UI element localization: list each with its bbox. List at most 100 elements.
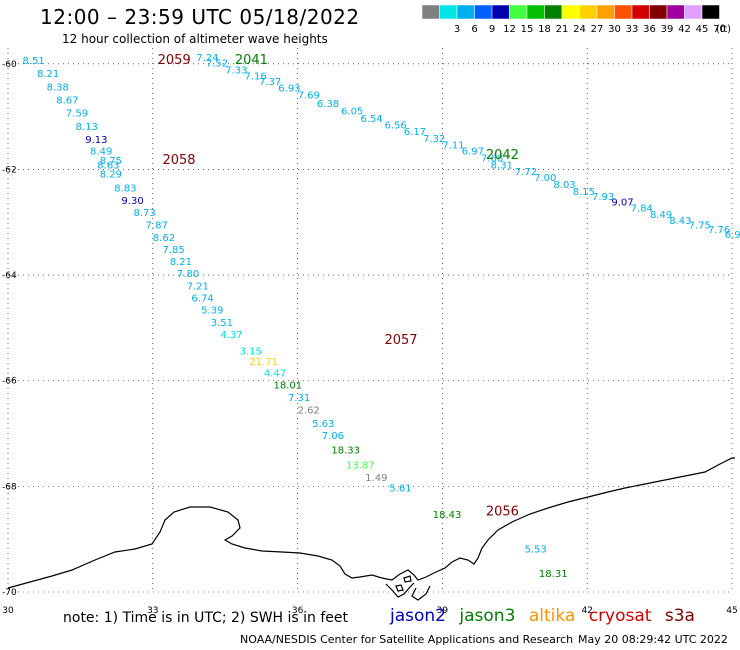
satellite-legend: jason2 jason3 altika cryosat s3a — [390, 606, 703, 626]
wave-height-value: 6.9 — [725, 230, 740, 241]
coastline-inlet — [411, 585, 431, 601]
wave-height-value: 8.29 — [100, 169, 122, 180]
wave-height-value: 7.84 — [631, 204, 653, 215]
wave-height-value: 6.05 — [341, 107, 363, 118]
satellite-pass-labels: 2059 2058 2057 2056 2041 2042 — [158, 53, 519, 520]
coastline-island — [395, 584, 404, 592]
wave-height-value: 2.62 — [298, 405, 320, 416]
coastline-inlet — [385, 582, 415, 598]
wave-height-value: 7.72 — [515, 167, 537, 178]
colorbar-tick-label: 27 — [591, 24, 604, 35]
x-tick-label: 39 — [437, 606, 449, 616]
colorbar-tick-label: 39 — [661, 24, 674, 35]
wave-height-value: 7.33 — [225, 65, 247, 76]
wave-height-value: 8.31 — [491, 160, 513, 171]
wave-height-value: 8.21 — [170, 257, 192, 268]
colorbar-tick-label: 3 — [454, 24, 460, 35]
wave-height-value: 5.39 — [201, 306, 223, 317]
wave-height-value: 7.59 — [66, 109, 88, 120]
x-tick-label: 45 — [726, 606, 737, 616]
colorbar-tick-label: 33 — [626, 24, 639, 35]
footnote: note: 1) Time is in UTC; 2) SWH is in fe… — [63, 610, 349, 626]
coastline-island — [403, 575, 412, 583]
wave-height-value: 6.74 — [191, 294, 213, 305]
wave-height-value: 4.47 — [264, 369, 286, 380]
wave-height-value: 4.37 — [220, 330, 242, 341]
axis-labels: 30 33 36 39 42 45 -60 -62 -64 -66 -68 -70 — [2, 60, 738, 616]
wave-height-value: 3.51 — [211, 318, 233, 329]
colorbar-tick-label: 45 — [696, 24, 709, 35]
wave-height-value: 7.52 — [206, 58, 228, 69]
wave-height-value: 18.43 — [433, 510, 462, 521]
wave-height-value: 5.53 — [524, 544, 546, 555]
y-tick-label: -62 — [2, 165, 17, 175]
wave-height-value: 5.61 — [389, 484, 411, 495]
colorbar-swatch — [701, 5, 720, 20]
wave-height-value: 18.33 — [331, 446, 360, 457]
legend-jason3: jason3 — [459, 606, 516, 626]
wave-height-value: 3.15 — [240, 346, 262, 357]
y-tick-label: -70 — [2, 588, 17, 598]
generated-timestamp: May 20 08:29:42 UTC 2022 — [578, 633, 728, 646]
wave-height-value: 7.21 — [187, 281, 209, 292]
y-tick-label: -68 — [2, 482, 17, 492]
page-title: 12:00 – 23:59 UTC 05/18/2022 — [40, 5, 360, 29]
wave-height-value: 8.49 — [90, 147, 112, 158]
wave-height-value: 7.68 — [481, 154, 503, 165]
y-tick-label: -66 — [2, 377, 17, 387]
wave-height-value: 8.62 — [153, 233, 175, 244]
wave-height-value: 7.31 — [288, 393, 310, 404]
colorbar-tick-label: 30 — [608, 24, 621, 35]
wave-height-value: 7.76 — [708, 225, 730, 236]
wave-height-value: 8.15 — [573, 187, 595, 198]
wave-height-value: 8.63 — [97, 160, 119, 171]
wave-height-value: 18.01 — [273, 381, 302, 392]
wave-height-value: 7.75 — [689, 221, 711, 232]
colorbar-tick-label: 9 — [489, 24, 495, 35]
y-tick-label: -60 — [2, 60, 17, 70]
wave-height-value: 7.69 — [298, 91, 320, 102]
wave-height-value: 7.00 — [534, 173, 556, 184]
wave-height-value: 6.54 — [360, 114, 382, 125]
graticule — [7, 48, 733, 593]
colorbar-tick-label: 42 — [678, 24, 691, 35]
pass-number-label: 2056 — [486, 504, 519, 519]
wave-height-value: 6.38 — [317, 99, 339, 110]
colorbar-tick-label: 21 — [556, 24, 569, 35]
wave-height-value: 9.30 — [121, 196, 143, 207]
colorbar-tick-label: 12 — [503, 24, 516, 35]
legend-jason2: jason2 — [390, 606, 446, 626]
wave-height-value: 7.93 — [592, 192, 614, 203]
wave-height-value: 1.49 — [365, 473, 387, 484]
colorbar-tick-label: 6 — [471, 24, 477, 35]
colorbar-unit: (ft) — [716, 24, 731, 35]
wave-height-value: 8.83 — [114, 184, 136, 195]
wave-height-value: 8.51 — [22, 56, 44, 67]
wave-height-value: 7.87 — [146, 221, 168, 232]
legend-s3a: s3a — [664, 606, 695, 626]
wave-height-value: 8.21 — [37, 69, 59, 80]
wave-height-value: 7.80 — [177, 269, 199, 280]
wave-height-value: 8.73 — [133, 208, 155, 219]
wave-height-value: 6.97 — [462, 147, 484, 158]
wave-height-value: 7.37 — [259, 77, 281, 88]
wave-height-value: 9.13 — [85, 135, 107, 146]
wave-height-value: 8.38 — [47, 82, 69, 93]
wave-height-value: 9.07 — [611, 197, 633, 208]
x-tick-label: 33 — [147, 606, 158, 616]
wave-height-value: 7.11 — [442, 140, 464, 151]
page-subtitle: 12 hour collection of altimeter wave hei… — [62, 32, 328, 46]
colorbar-tick-label: 24 — [573, 24, 586, 35]
colorbar-tick-label: 70 — [713, 24, 726, 35]
y-tick-label: -64 — [2, 271, 17, 281]
pass-number-label: 2041 — [235, 53, 268, 68]
wave-height-value: 8.03 — [553, 180, 575, 191]
wave-height-value: 7.16 — [245, 72, 267, 83]
wave-height-value: 7.06 — [322, 431, 344, 442]
pass-number-label: 2058 — [162, 153, 195, 168]
wave-height-value: 8.75 — [100, 156, 122, 167]
legend-cryosat: cryosat — [588, 606, 652, 626]
wave-height-value: 8.43 — [669, 216, 691, 227]
wave-height-value: 21.71 — [249, 357, 278, 368]
coastline — [7, 457, 735, 589]
